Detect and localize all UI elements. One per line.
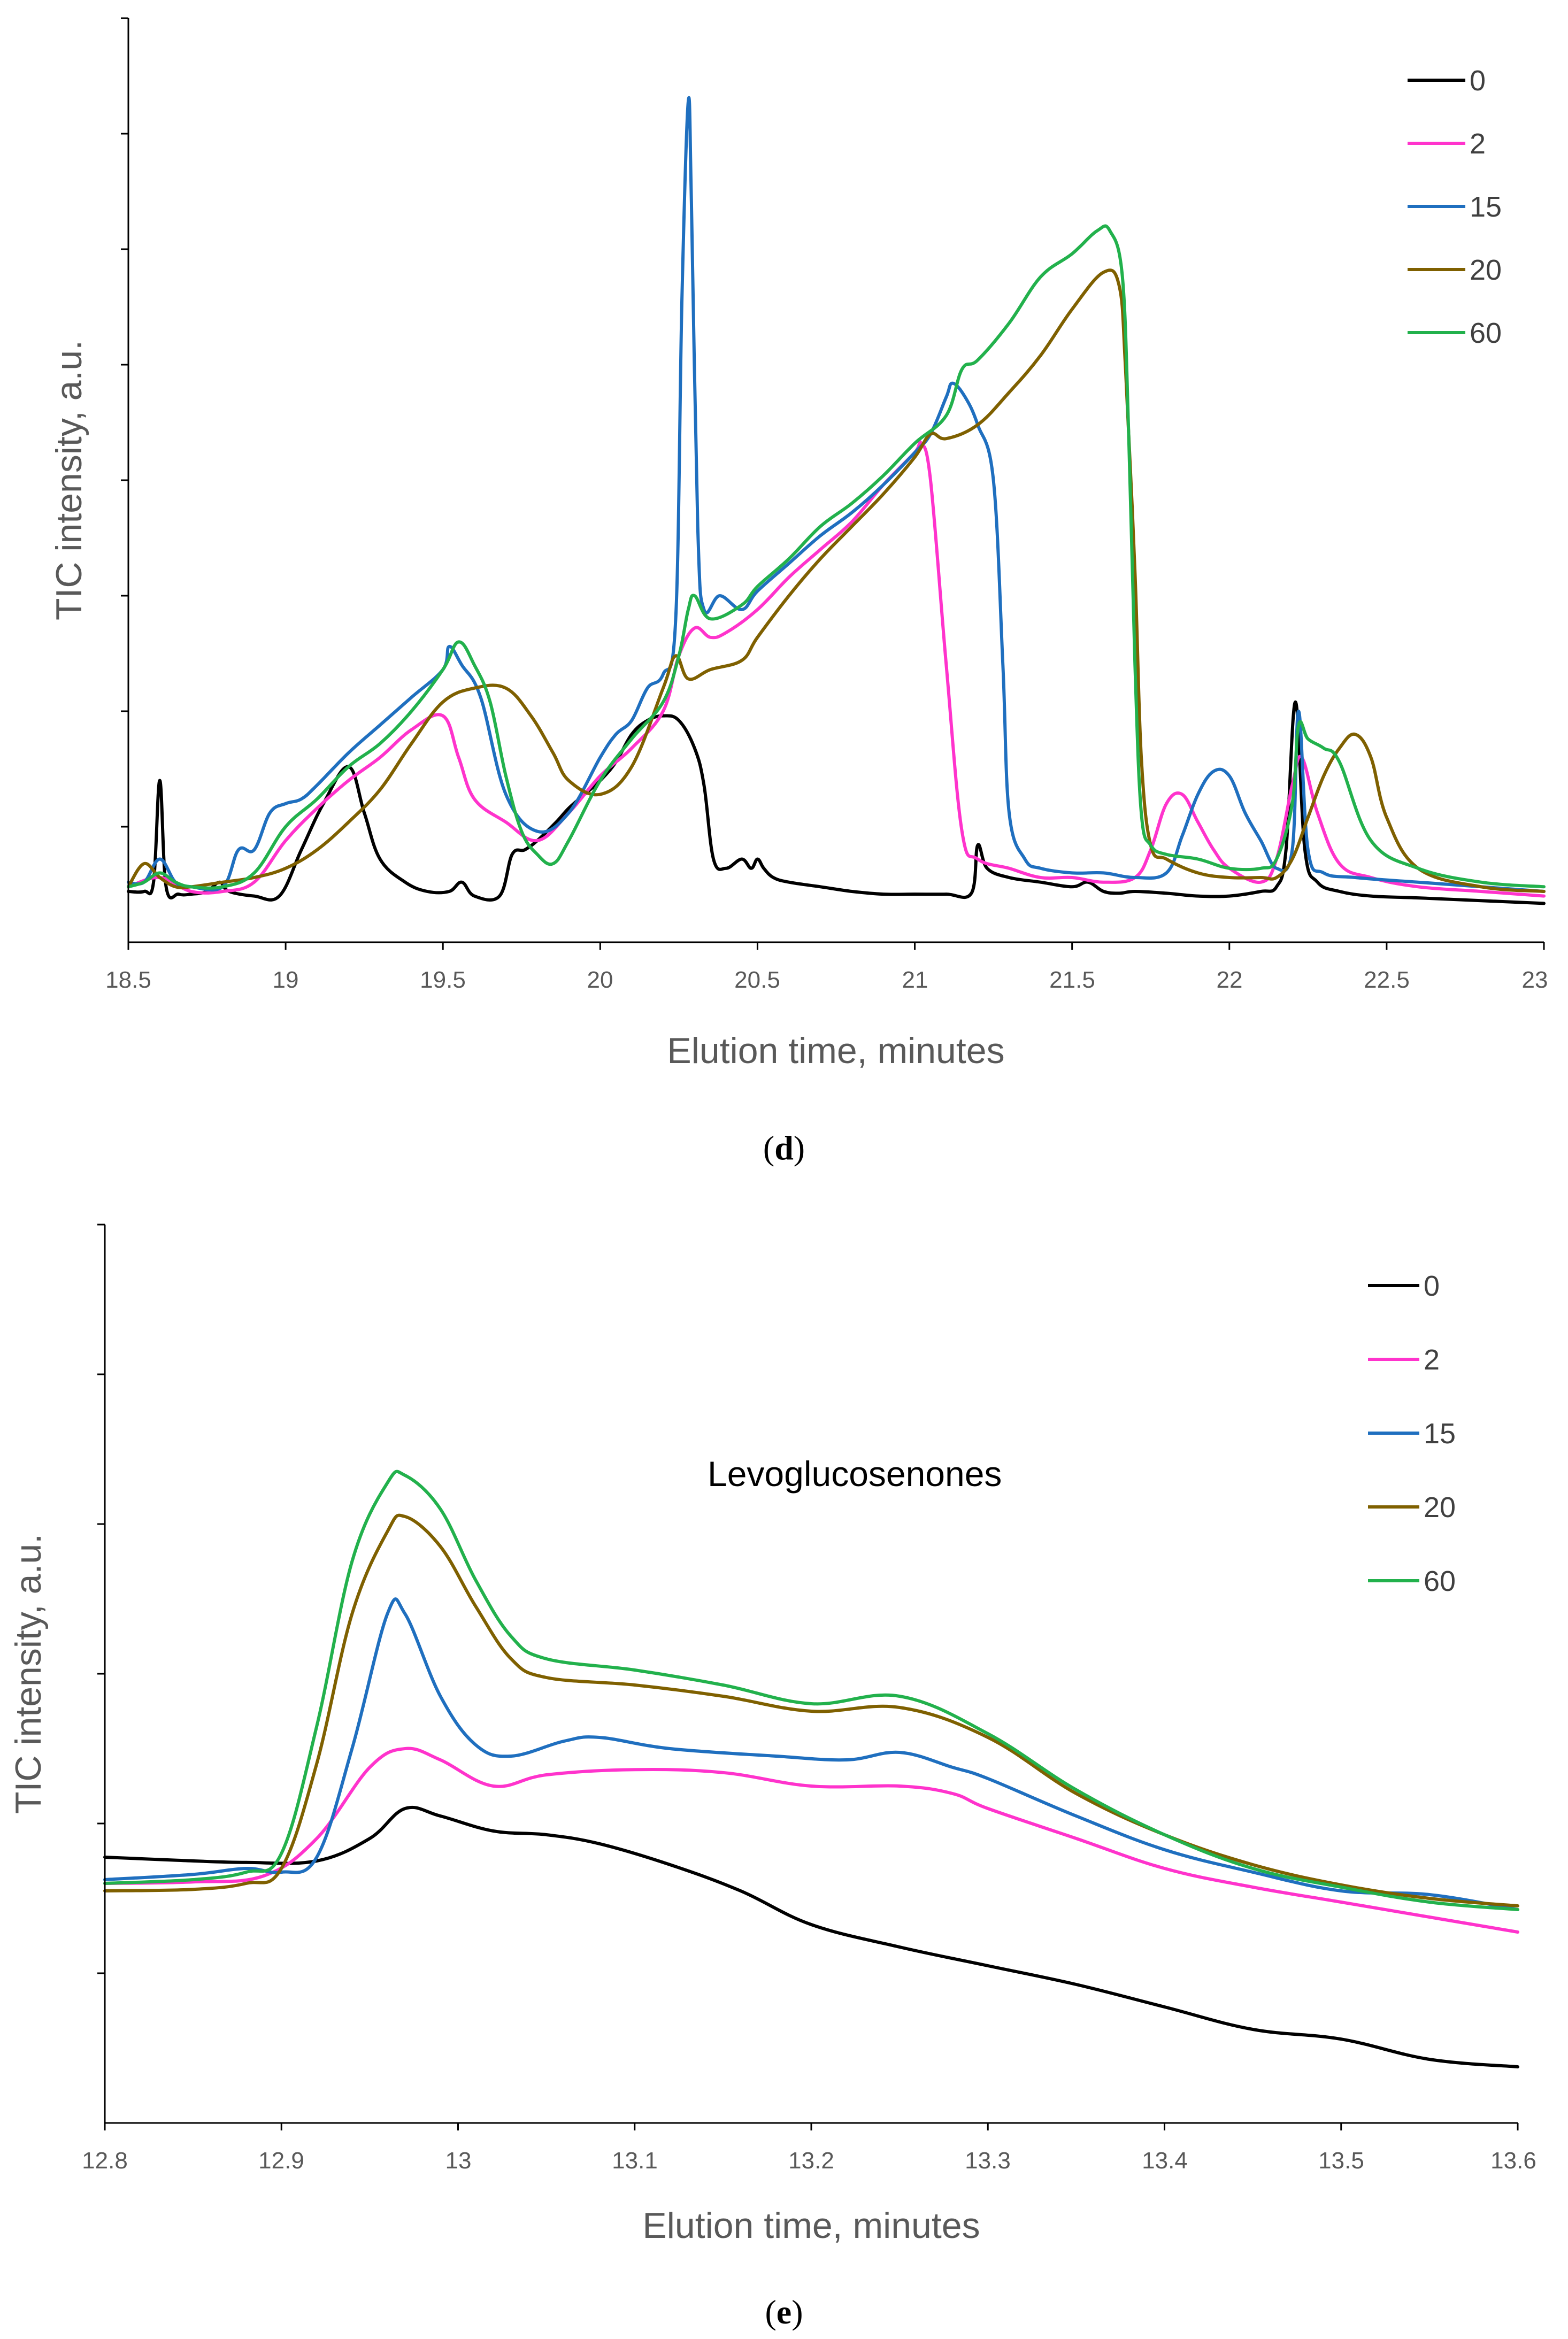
chart-d-xtick-label: 21.5 — [1049, 967, 1095, 993]
chart-e-xtick-label: 13.5 — [1318, 2148, 1364, 2174]
series-line-20 — [103, 1513, 1519, 1907]
chart-d-y-ticks — [121, 17, 128, 828]
chart-e: 12.8 12.9 13 13.1 13.2 13.3 13.4 13.5 13… — [8, 1224, 1536, 2331]
chart-d-xtick-label: 21 — [902, 967, 928, 993]
chart-e-caption-letter: e — [777, 2293, 791, 2331]
legend-label-20: 20 — [1470, 254, 1502, 286]
chart-d-x-axis-title: Elution time, minutes — [667, 1030, 1004, 1071]
chart-d-xtick-label: 23 — [1522, 967, 1548, 993]
chart-e-xtick-label: 13.3 — [965, 2148, 1011, 2174]
legend-label-2: 2 — [1470, 128, 1486, 160]
chart-d-caption-letter: d — [774, 1129, 794, 1167]
chart-e-xtick-label: 13.4 — [1142, 2148, 1188, 2174]
series-line-60 — [103, 1469, 1519, 1911]
chart-e-legend: 0 2 15 20 60 — [1368, 1270, 1456, 1597]
chart-e-annotation: Levoglucosenones — [708, 1454, 1002, 1494]
chart-d-xtick-label: 18.5 — [105, 967, 151, 993]
chart-e-y-ticks — [97, 1224, 105, 1974]
series-line-0 — [103, 1805, 1519, 2068]
chart-d: 18.5 19 19.5 20 20.5 21 21.5 22 22.5 23 … — [49, 17, 1548, 1167]
chart-d-xtick-label: 19.5 — [420, 967, 466, 993]
chart-e-xtick-label: 13 — [445, 2148, 472, 2174]
chart-e-xtick-label: 13.6 — [1490, 2148, 1536, 2174]
chart-d-legend: 0 2 15 20 60 — [1408, 65, 1502, 349]
chart-d-xtick-label: 20 — [587, 967, 613, 993]
chart-e-xtick-label: 12.8 — [82, 2148, 128, 2174]
legend-label-0: 0 — [1424, 1270, 1440, 1302]
chart-e-x-ticks — [104, 2123, 1519, 2130]
series-line-15 — [127, 96, 1546, 893]
chart-e-xtick-label: 12.9 — [258, 2148, 304, 2174]
legend-label-2: 2 — [1424, 1344, 1440, 1376]
chart-d-y-axis-title: TIC intensity, a.u. — [49, 340, 89, 620]
chart-e-y-axis-title: TIC intensity, a.u. — [8, 1534, 49, 1814]
chart-e-caption: (e) — [765, 2293, 803, 2331]
series-line-0 — [127, 700, 1546, 905]
chart-e-lines — [103, 1469, 1519, 2068]
chart-e-x-axis-title: Elution time, minutes — [642, 2205, 980, 2246]
chart-e-xtick-label: 13.2 — [788, 2148, 834, 2174]
chart-d-xtick-label: 19 — [273, 967, 299, 993]
series-line-60 — [127, 224, 1546, 890]
legend-label-15: 15 — [1470, 191, 1502, 223]
series-line-20 — [127, 268, 1546, 893]
chart-e-xtick-label: 13.1 — [612, 2148, 658, 2174]
legend-label-60: 60 — [1470, 317, 1502, 349]
legend-label-20: 20 — [1424, 1491, 1456, 1524]
series-line-2 — [103, 1746, 1519, 1934]
chart-d-lines — [127, 96, 1546, 905]
chart-d-xtick-label: 20.5 — [734, 967, 780, 993]
chart-d-x-ticks — [127, 942, 1545, 950]
legend-label-15: 15 — [1424, 1418, 1456, 1450]
chart-d-xtick-label: 22.5 — [1364, 967, 1410, 993]
series-line-15 — [103, 1597, 1519, 1911]
chart-d-caption: (d) — [763, 1129, 805, 1167]
legend-label-60: 60 — [1424, 1565, 1456, 1597]
legend-label-0: 0 — [1470, 65, 1486, 97]
chart-d-xtick-label: 22 — [1217, 967, 1243, 993]
